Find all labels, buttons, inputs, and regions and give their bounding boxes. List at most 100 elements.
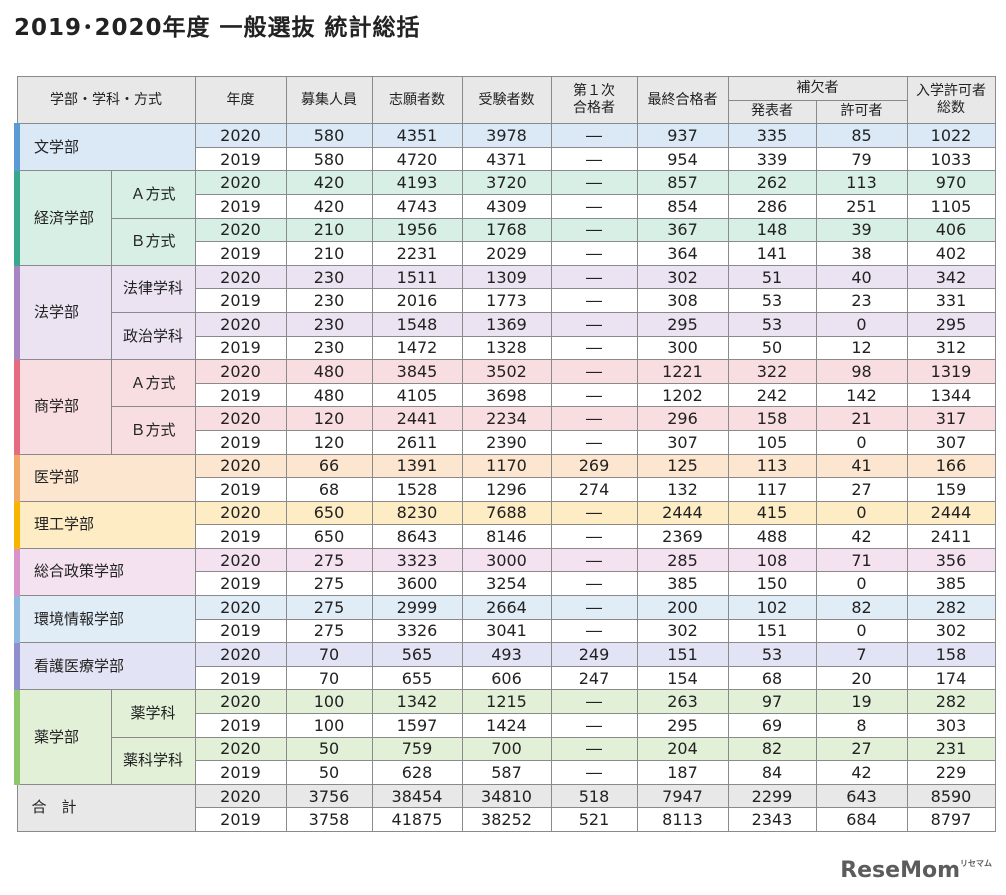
cell: 4351 [371,123,463,148]
cell: 1424 [461,713,552,738]
cell: 85 [815,123,908,148]
cell: 2999 [371,595,463,620]
cell: 151 [727,618,817,644]
table-row: 2019 210 2231 2029 ― 364 141 38 402 [17,241,996,266]
cell: 2444 [906,500,996,526]
header-applicants: 志願者数 [371,75,463,125]
cell: 8643 [371,524,463,549]
cell: ― [550,736,638,762]
cell: 105 [727,429,817,455]
cell: 0 [815,571,908,597]
cell: 402 [906,241,996,266]
cell: 120 [285,429,373,455]
cell: 2020 [194,123,287,148]
cell: 275 [285,618,373,644]
cell: 684 [815,807,908,832]
cell: 69 [727,713,817,738]
cell: 1956 [371,217,463,243]
table-row: 合 計 2020 3756 38454 34810 518 7947 2299 643 8590 [16,783,996,833]
header-waitlist-permitted: 許可者 [815,99,908,125]
cell: 857 [636,170,729,195]
cell: 8797 [906,807,996,832]
header-admit: 入学許可者 総数 [906,75,996,125]
page-title: 2019･2020年度 一般選抜 統計総括 [14,15,421,41]
cell: 322 [727,359,817,384]
cell: 0 [815,500,908,526]
cell: 3698 [461,382,552,408]
subdivision-label: 法律学科 [110,264,196,313]
faculty-label: 法学部 [14,264,112,361]
faculty-label: 経済学部 [14,170,112,266]
table-row: Ｂ方式 2020 120 2441 2234 ― 296 158 21 317 [17,406,996,455]
cell: 2020 [194,406,287,431]
cell: 406 [906,217,996,243]
table-row: 法学部 法律学科 2020 230 1511 1309 ― 302 51 40 342 [14,264,996,361]
cell: 2020 [194,359,287,384]
cell: 53 [727,642,817,667]
cell: 2441 [371,406,463,431]
cell: ― [550,193,638,219]
cell: 263 [636,689,729,715]
cell: ― [550,146,638,172]
cell: ― [550,359,638,384]
faculty-label: 環境情報学部 [14,595,196,644]
cell: 296 [636,406,729,431]
cell: 364 [636,241,729,266]
cell: 655 [371,665,463,691]
header-examinees: 受験者数 [461,75,552,125]
cell: ― [550,760,638,785]
cell: 420 [285,193,373,219]
cell: 151 [636,642,729,667]
cell: 335 [727,123,817,148]
cell: 8146 [461,524,552,549]
table-row: 商学部 Ａ方式 2020 480 3845 3502 ― 1221 322 98 1319 [14,359,996,455]
table-row: 総合政策学部 2020 275 3323 3000 ― 285 108 71 356 [14,547,996,597]
cell: 98 [815,359,908,384]
cell: 580 [285,123,373,148]
cell: 27 [815,477,908,502]
cell: ― [550,713,638,738]
cell: 1319 [906,359,996,384]
cell: 2020 [194,311,287,337]
table-row: 政治学科 2020 230 1548 1369 ― 295 53 0 295 [17,311,996,361]
cell: 1215 [461,689,552,715]
cell: 759 [371,736,463,762]
cell: 187 [636,760,729,785]
cell: 0 [815,618,908,644]
header-quota: 募集人員 [285,75,373,125]
table-row: 2019 70 655 606 247 154 68 20 174 [17,665,996,691]
cell: 117 [727,477,817,502]
cell: 2019 [194,335,287,361]
cell: 148 [727,217,817,243]
cell: 488 [727,524,817,549]
cell: 2019 [194,477,287,502]
header-admit-line1: 入学許可者 [916,83,986,100]
cell: ― [550,241,638,266]
cell: 3326 [371,618,463,644]
cell: 2411 [906,524,996,549]
faculty-label: 総合政策学部 [14,547,196,597]
cell: 150 [727,571,817,597]
cell: 210 [285,241,373,266]
cell: 2020 [194,217,287,243]
cell: 302 [636,264,729,290]
cell: 2020 [194,547,287,573]
watermark-small: リセマム [960,859,992,868]
cell: 2016 [371,288,463,313]
cell: 275 [285,571,373,597]
cell: 2020 [194,264,287,290]
table-row: 2019 480 4105 3698 ― 1202 242 142 1344 [17,382,996,408]
cell: 7947 [636,783,729,809]
subdivision-label: Ｂ方式 [110,217,196,266]
header-admit-line2: 総数 [937,100,965,117]
cell: 71 [815,547,908,573]
table-row: 環境情報学部 2020 275 2999 2664 ― 200 102 82 282 [14,595,996,644]
cell: ― [550,382,638,408]
cell: 2019 [194,618,287,644]
table-row: 文学部 2020 580 4351 3978 ― 937 335 85 1022 [14,123,996,172]
cell: 628 [371,760,463,785]
cell: 286 [727,193,817,219]
subdivision-label: 薬科学科 [110,736,196,785]
cell: ― [550,217,638,243]
cell: 2343 [727,807,817,832]
